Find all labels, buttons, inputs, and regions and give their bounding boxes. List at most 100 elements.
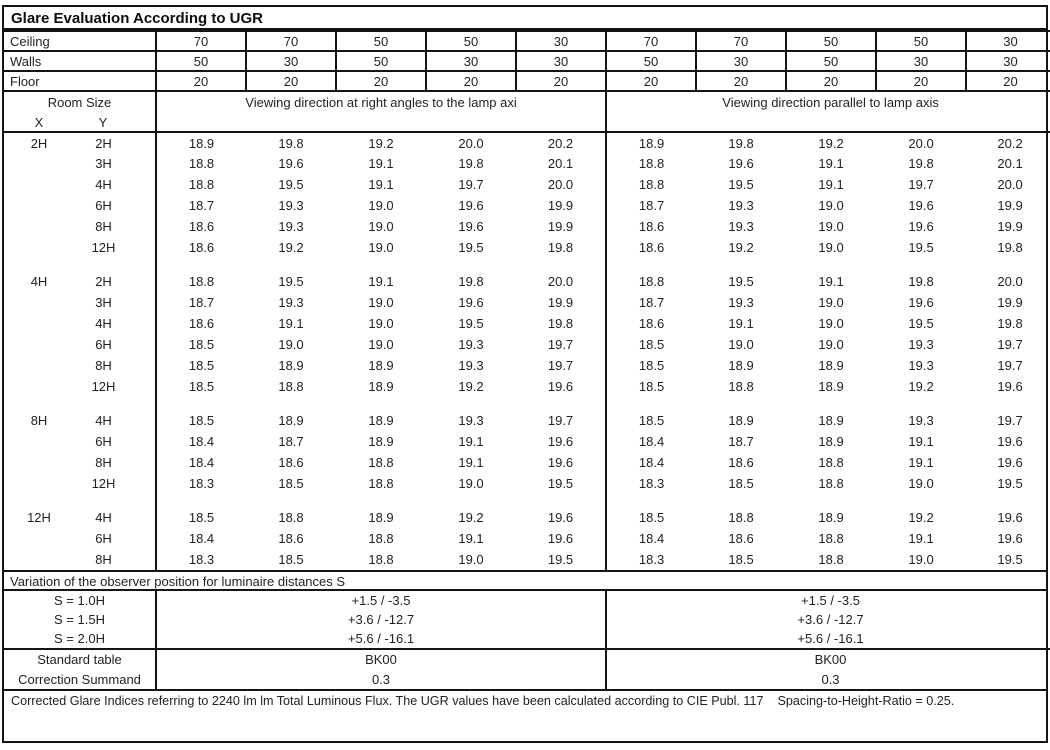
ugr-value-cell: 19.0 [818,316,844,331]
ugr-value-cell: 18.6 [638,316,665,331]
surface-value: 50 [425,30,517,52]
surface-value: 50 [785,50,877,72]
ugr-value-cell: 20.0 [997,177,1023,192]
ugr-values-table: Room Size X Y Viewing direction at right… [4,92,1050,570]
ugr-value-cell [426,258,516,271]
ugr-value-cell: 19.9 [516,292,608,313]
ugr-value-cell: 18.7 [188,295,215,310]
ugr-value-cell: 19.2 [458,510,484,525]
ugr-value-cell: 19.3 [458,337,484,352]
glare-evaluation-report: Glare Evaluation According to UGR Ceilin… [2,5,1050,743]
ugr-value-cell: 18.4 [188,434,215,449]
ugr-value-cell: 18.9 [368,358,394,373]
room-x-cell [4,153,74,174]
ugr-value-cell: 19.1 [368,274,394,289]
ugr-row [4,397,1050,410]
surface-value: 70 [605,30,697,52]
surface-value: 20 [605,70,697,92]
ugr-row: 8H 18.4 18.6 18.8 19.1 19.6 18.4 18.6 18… [4,452,1050,473]
observer-variation-heading: Variation of the observer position for l… [4,570,1046,591]
surface-label: Walls [4,50,157,72]
ugr-value-cell: 18.8 [278,379,304,394]
room-y-cell: 12H [74,473,157,494]
surface-value: 20 [515,70,607,92]
ugr-row: 4H 18.6 19.1 19.0 19.5 19.8 18.6 19.1 19… [4,313,1050,334]
surface-value: 70 [155,30,247,52]
ugr-value-cell: 18.7 [278,434,304,449]
ugr-value-cell: 18.9 [818,358,844,373]
ugr-value-cell: 19.7 [997,358,1023,373]
ugr-value-cell: 19.1 [278,316,304,331]
room-x-cell [4,549,74,570]
room-y-cell: 4H [74,313,157,334]
summary-label: Correction Summand [4,669,157,689]
ugr-value-cell: 19.0 [368,337,394,352]
surface-row: Ceiling 70 70 50 50 30 70 70 50 50 30 [4,30,1050,52]
ugr-value-cell: 18.8 [188,274,215,289]
ugr-value-cell: 20.2 [516,132,608,153]
viewing-direction-right-angles-header: Viewing direction at right angles to the… [156,92,608,133]
ugr-value-cell: 19.6 [908,219,934,234]
surface-row: Floor 20 20 20 20 20 20 20 20 20 20 [4,70,1050,92]
ugr-value-cell: 19.0 [368,316,394,331]
ugr-value-cell [516,397,608,410]
surface-value: 70 [245,30,337,52]
surface-row: Walls 50 30 50 30 30 50 30 50 30 30 [4,50,1050,72]
ugr-value-cell [786,494,876,507]
ugr-value-cell: 18.5 [188,510,215,525]
ugr-value-cell: 19.3 [728,295,754,310]
room-x-cell [4,397,74,410]
ugr-value-cell: 18.9 [368,510,394,525]
ugr-value-cell [516,258,608,271]
ugr-value-cell: 18.5 [278,476,304,491]
ugr-value-cell [336,258,426,271]
ugr-row: 4H 18.8 19.5 19.1 19.7 20.0 18.8 19.5 19… [4,174,1050,195]
report-title: Glare Evaluation According to UGR [4,7,1046,30]
ugr-value-cell: 19.3 [278,295,304,310]
room-size-axes: X Y [4,115,154,130]
ugr-value-cell: 19.5 [997,476,1023,491]
room-y-cell: 3H [74,153,157,174]
room-x-cell [4,174,74,195]
surface-label: Ceiling [4,30,157,52]
surface-value: 30 [425,50,517,72]
ugr-value-cell: 18.8 [188,177,215,192]
ugr-row: 6H 18.5 19.0 19.0 19.3 19.7 18.5 19.0 19… [4,334,1050,355]
summary-row: Standard table BK00 BK00 [4,649,1050,669]
ugr-value-cell: 18.8 [188,156,215,171]
surface-value: 30 [875,50,967,72]
ugr-value-cell: 18.6 [188,316,215,331]
surface-value: 70 [695,30,787,52]
ugr-value-cell: 19.8 [908,156,934,171]
ugr-value-cell: 19.6 [516,528,608,549]
ugr-value-cell: 19.9 [997,198,1023,213]
distance-row: S = 1.0H +1.5 / -3.5 +1.5 / -3.5 [4,591,1050,610]
ugr-value-cell [696,397,786,410]
ugr-value-cell: 18.5 [188,413,215,428]
room-y-cell [74,494,157,507]
ugr-value-cell: 19.8 [997,316,1023,331]
ugr-value-cell: 19.6 [908,295,934,310]
surface-reflectance-table: Ceiling 70 70 50 50 30 70 70 50 50 30 [4,30,1050,92]
summary-value-right: BK00 [814,652,847,667]
room-y-cell [74,397,157,410]
ugr-value-cell: 18.9 [818,413,844,428]
ugr-value-cell [876,494,966,507]
ugr-value-cell: 18.8 [638,177,665,192]
ugr-value-cell: 20.1 [997,156,1023,171]
ugr-value-cell: 19.8 [728,135,754,151]
ugr-value-cell: 19.2 [278,240,304,255]
ugr-value-cell: 18.8 [818,552,844,567]
ugr-row: 12H 18.6 19.2 19.0 19.5 19.8 18.6 19.2 1… [4,237,1050,258]
surface-value: 50 [335,30,427,52]
ugr-value-cell: 18.8 [278,510,304,525]
ugr-value-cell: 18.9 [728,358,754,373]
ugr-row: 2H 2H 18.9 19.8 19.2 20.0 20.2 18.9 19.8… [4,132,1050,153]
ugr-value-cell: 18.9 [728,413,754,428]
ugr-value-cell: 19.1 [818,177,844,192]
ugr-value-cell: 18.3 [188,476,215,491]
ugr-value-cell: 19.0 [368,240,394,255]
room-x-cell [4,313,74,334]
ugr-row: 4H 2H 18.8 19.5 19.1 19.8 20.0 18.8 19.5… [4,271,1050,292]
